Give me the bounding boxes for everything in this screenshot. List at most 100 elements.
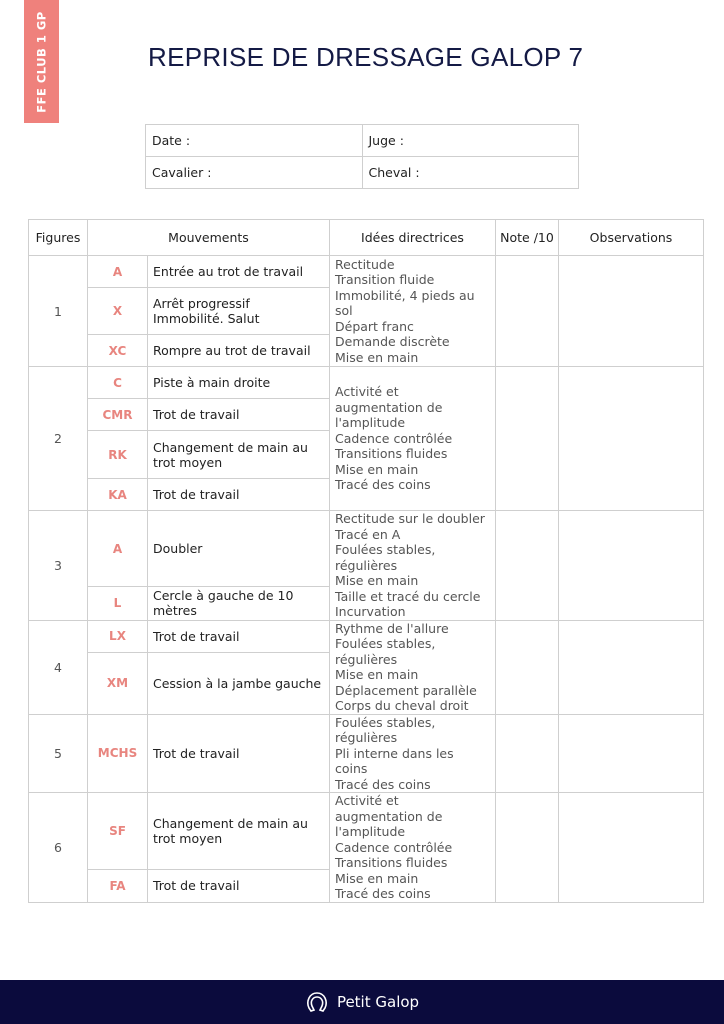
movement-text: Cession à la jambe gauche (147, 651, 330, 715)
figure-number: 4 (28, 619, 88, 715)
observations-cell[interactable] (558, 510, 704, 621)
score-table: Figures Mouvements Idées directrices Not… (28, 219, 704, 903)
movement-text: Entrée au trot de travail (147, 255, 330, 288)
idea-line: Tracé des coins (335, 477, 431, 493)
footer: Petit Galop (0, 980, 724, 1024)
header-idees: Idées directrices (329, 219, 496, 256)
note-cell[interactable] (495, 510, 559, 621)
observations-cell[interactable] (558, 792, 704, 903)
table-row: XC Rompre au trot de travail (29, 334, 704, 367)
table-row: XM Cession à la jambe gauche (29, 651, 704, 715)
table-row: FA Trot de travail (29, 869, 704, 903)
idea-line: Activité et augmentation de l'amplitude (335, 793, 443, 839)
movement-text: Trot de travail (147, 713, 330, 793)
cavalier-field[interactable]: Cavalier : (145, 156, 363, 189)
table-row: KA Trot de travail (29, 478, 704, 511)
idea-line: Transitions fluides (335, 855, 448, 870)
badge-text: FFE CLUB 1 GP (34, 10, 49, 113)
observations-cell[interactable] (558, 366, 704, 511)
movement-code: FA (87, 869, 148, 903)
ideas-cell: Activité et augmentation de l'amplitude C… (329, 366, 496, 511)
movement-code: XC (87, 334, 148, 367)
table-row: 2 C Piste à main droite Activité et augment… (28, 366, 704, 511)
idea-line: Activité et augmentation de l'amplitude (335, 384, 443, 431)
idea-line: Départ franc (335, 318, 414, 334)
movement-code: KA (87, 478, 148, 511)
idea-line: Rythme de l'allure (335, 620, 449, 636)
observations-cell[interactable] (558, 255, 704, 367)
idea-line: Mise en main (335, 573, 419, 588)
idea-line: Transition fluide (335, 272, 435, 288)
movement-text: Doubler (147, 509, 330, 588)
idea-line: Rectitude (335, 256, 395, 272)
idea-line: Corps du cheval droit (335, 698, 469, 713)
note-cell[interactable] (495, 713, 559, 793)
table-row: 5 MCHS Trot de travail Foulées stables, rég… (28, 713, 704, 793)
brand-name: Petit Galop (336, 993, 420, 1011)
header-observations: Observations (558, 219, 704, 256)
level-badge: FFE CLUB 1 GP (24, 0, 59, 123)
movement-text: Trot de travail (147, 478, 330, 511)
note-cell[interactable] (495, 366, 559, 511)
movement-text: Trot de travail (147, 398, 330, 431)
idea-line: Foulées stables, régulières (335, 636, 436, 667)
idea-line: Tracé en A (335, 526, 401, 542)
movement-text: Piste à main droite (147, 366, 330, 399)
movement-code: CMR (87, 398, 148, 431)
movement-text: Rompre au trot de travail (147, 334, 330, 367)
table-row: L Cercle à gauche de 10 mètres (29, 586, 704, 621)
idea-line: Rectitude sur le doubler (335, 511, 485, 526)
movement-code: A (87, 255, 148, 288)
idea-line: Mise en main (335, 870, 419, 886)
movement-text: Changement de main au trot moyen (147, 430, 330, 479)
idea-line: Foulées stables, régulières (335, 542, 436, 573)
movement-code: RK (87, 430, 148, 479)
note-cell[interactable] (495, 255, 559, 367)
idea-line: Mise en main (335, 349, 419, 365)
idea-line: Mise en main (335, 667, 419, 682)
cheval-field[interactable]: Cheval : (361, 156, 579, 189)
table-row: 6 SF Changement de main au trot moyen Activ… (28, 791, 704, 903)
figure-number: 3 (28, 510, 88, 621)
figure-number: 5 (28, 713, 88, 793)
ideas-cell: Activité et augmentation de l'amplitude C… (329, 792, 496, 903)
idea-line: Incurvation (335, 604, 406, 619)
movement-code: A (87, 509, 148, 588)
figure-number: 1 (28, 255, 88, 367)
idea-line: Tracé des coins (335, 886, 431, 901)
table-row: 4 LX Trot de travail Rythme de l'allure Foul… (28, 619, 704, 715)
idea-line: Taille et tracé du cercle (335, 588, 481, 604)
movement-code: X (87, 287, 148, 335)
horseshoe-icon (307, 992, 327, 1012)
movement-text: Trot de travail (147, 869, 330, 903)
idea-line: Déplacement parallèle (335, 682, 477, 698)
movement-text: Arrêt progressif Immobilité. Salut (147, 287, 330, 335)
note-cell[interactable] (495, 619, 559, 715)
table-row: RK Changement de main au trot moyen (29, 430, 704, 479)
idea-line: Foulées stables, régulières (335, 714, 436, 746)
page-title: REPRISE DE DRESSAGE GALOP 7 (148, 42, 584, 72)
idea-line: Demande discrète (335, 334, 450, 350)
ideas-cell: Rectitude sur le doubler Tracé en A Foulée… (329, 510, 496, 621)
date-field[interactable]: Date : (145, 124, 363, 157)
note-cell[interactable] (495, 792, 559, 903)
juge-field[interactable]: Juge : (361, 124, 579, 157)
ideas-cell: Rythme de l'allure Foulées stables, régul… (329, 619, 496, 715)
movement-code: LX (87, 619, 148, 653)
header-mouvements: Mouvements (87, 219, 330, 256)
observations-cell[interactable] (558, 713, 704, 793)
table-row: CMR Trot de travail (29, 398, 704, 431)
idea-line: Mise en main (335, 461, 419, 477)
movement-code: MCHS (87, 713, 148, 793)
ideas-cell: Foulées stables, régulières Pli interne d… (329, 713, 496, 793)
table-row: 3 A Doubler Rectitude sur le doubler Tracé e… (28, 509, 704, 621)
idea-line: Immobilité, 4 pieds au sol (335, 287, 475, 319)
header-note: Note /10 (495, 219, 559, 256)
ideas-cell: Rectitude Transition fluide Immobilité, 4 … (329, 255, 496, 367)
movement-text: Changement de main au trot moyen (147, 791, 330, 871)
idea-line: Pli interne dans les coins (335, 745, 454, 777)
figure-number: 2 (28, 366, 88, 511)
observations-cell[interactable] (558, 619, 704, 715)
movement-code: C (87, 366, 148, 399)
idea-line: Tracé des coins (335, 776, 431, 792)
